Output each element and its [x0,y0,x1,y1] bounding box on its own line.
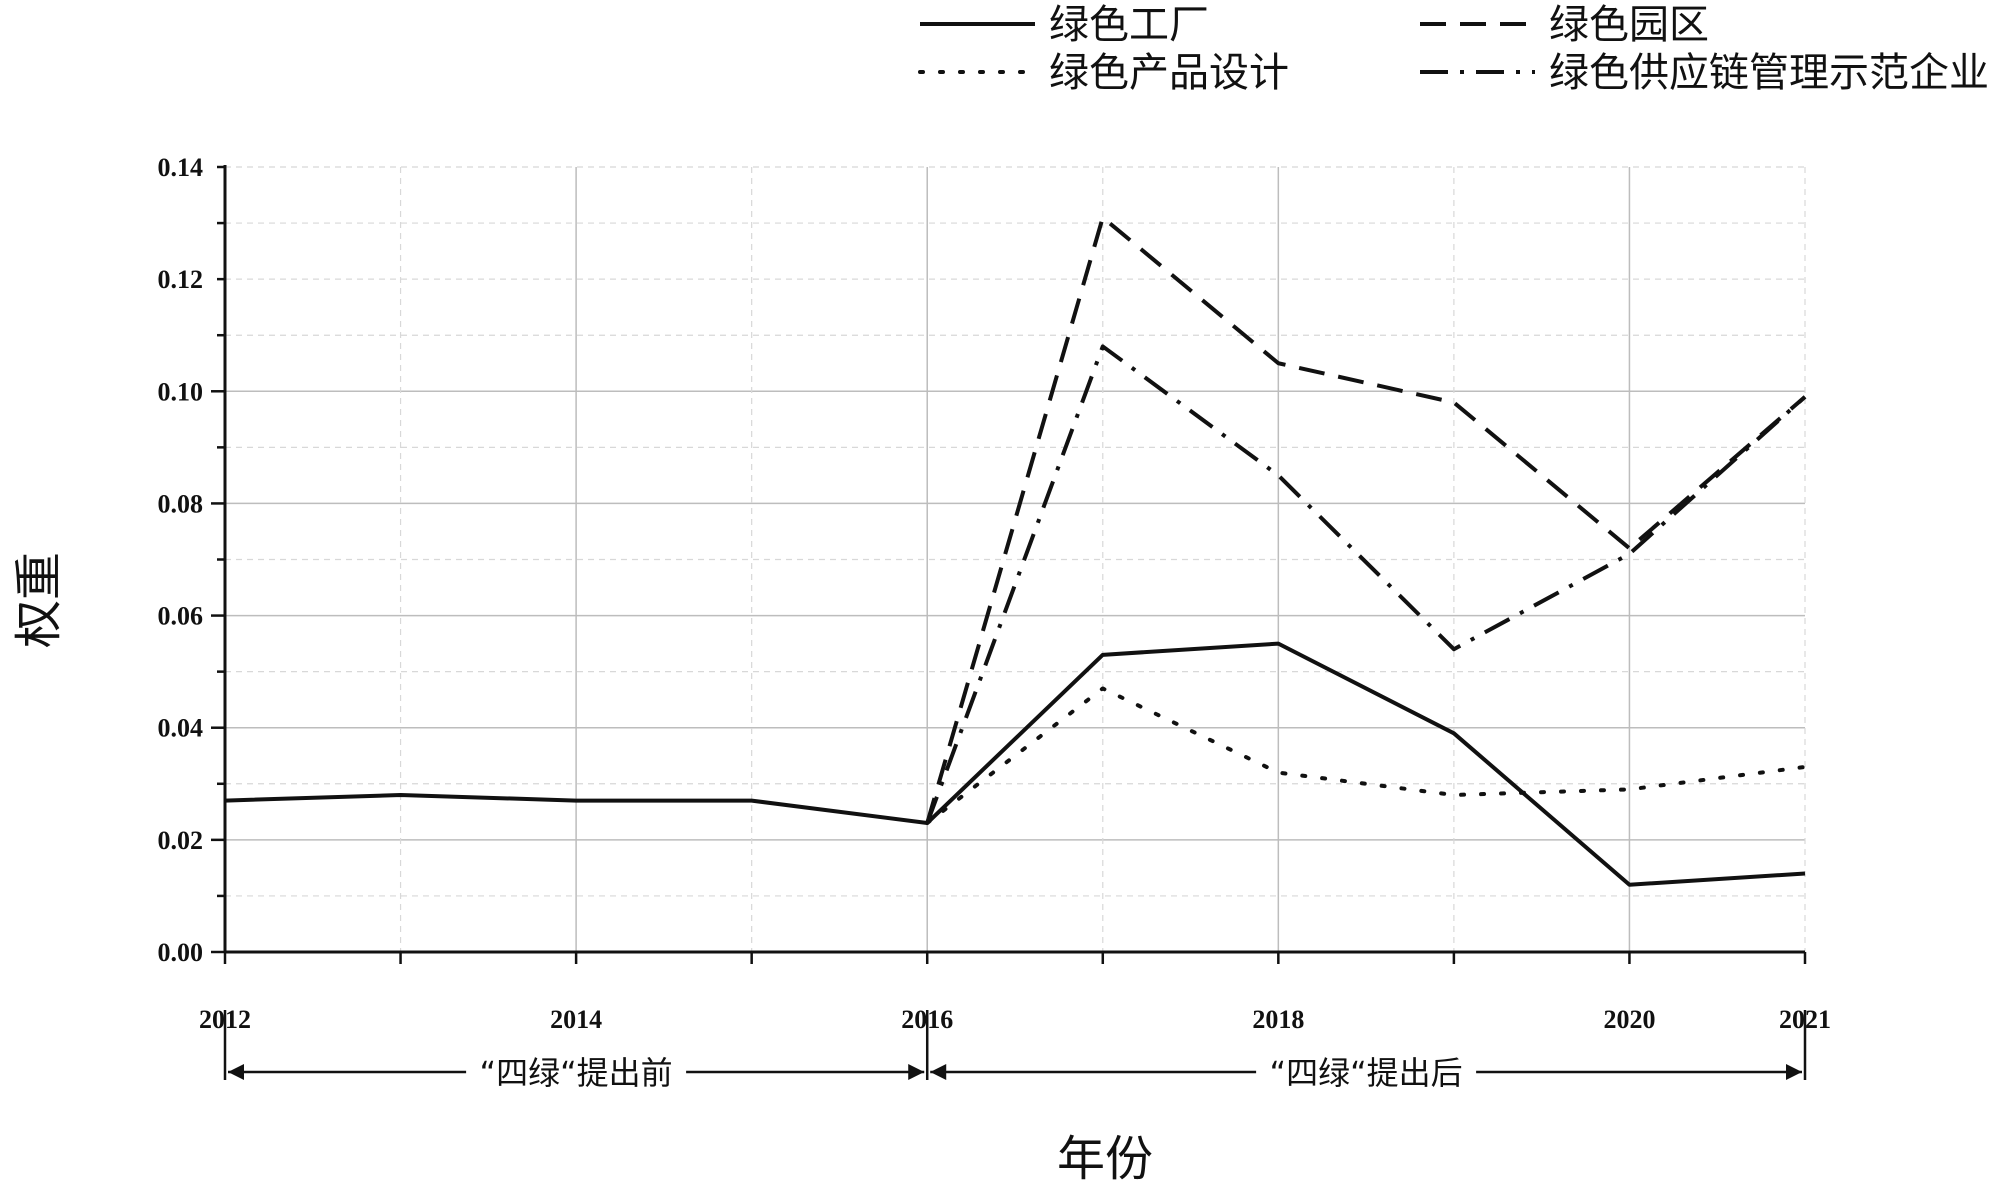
arrow-head [908,1064,925,1080]
axes [211,165,1807,964]
series-line-2 [925,215,1807,824]
grid [225,166,1806,952]
legend-label: 绿色工厂 [1049,2,1209,48]
legend-label: 绿色园区 [1549,2,1709,48]
x-tick-label: 2018 [1252,1005,1304,1034]
period-annotations: “四绿“提出前 “四绿“提出后 [223,1010,1807,1092]
arrow-head [1786,1064,1802,1080]
y-tick-label: 0.06 [158,602,204,631]
x-tick-label: 2020 [1603,1005,1655,1034]
series-line-1 [224,641,1806,887]
y-tick-label: 0.08 [158,489,204,518]
period-label-2: “四绿“提出后 [1270,1054,1463,1092]
arrow-head [930,1064,947,1080]
y-tick-label: 0.00 [158,938,204,967]
y-axis-title: 权重 [11,552,67,648]
y-tick-label: 0.12 [158,265,204,294]
legend-label: 绿色产品设计 [1049,50,1289,96]
y-tick-label: 0.02 [158,826,204,855]
x-tick-label: 2014 [550,1005,602,1034]
y-tick-label: 0.10 [158,377,204,406]
x-axis-title: 年份 [1057,1131,1153,1187]
y-tick-label: 0.04 [158,714,204,743]
series-line-4 [925,344,1807,824]
series-line-3 [925,686,1807,826]
arrow-head [228,1064,244,1080]
legend-label: 绿色供应链管理示范企业 [1549,50,1989,96]
period-label-1: “四绿“提出前 [480,1054,673,1092]
y-tick-label: 0.14 [158,153,204,182]
series-lines [224,215,1807,887]
